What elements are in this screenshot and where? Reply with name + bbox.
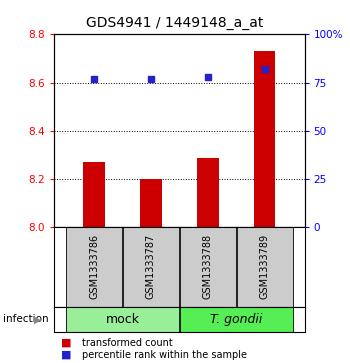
Text: GSM1333789: GSM1333789 (260, 234, 270, 299)
Bar (66, 227, 122, 307)
Text: GDS4941 / 1449148_a_at: GDS4941 / 1449148_a_at (86, 16, 264, 30)
Bar (180, 227, 236, 307)
Text: percentile rank within the sample: percentile rank within the sample (82, 350, 247, 360)
Text: GSM1333788: GSM1333788 (203, 234, 213, 299)
Bar (140, 179, 162, 227)
Text: ▶: ▶ (34, 314, 41, 325)
Text: mock: mock (105, 313, 140, 326)
Bar (237, 227, 293, 307)
Text: infection: infection (4, 314, 49, 325)
Bar (83, 162, 105, 227)
Text: GSM1333787: GSM1333787 (146, 234, 156, 299)
Bar (66, 307, 179, 332)
Bar (123, 227, 179, 307)
Text: transformed count: transformed count (82, 338, 173, 348)
Bar (197, 158, 219, 227)
Bar (180, 307, 293, 332)
Text: T. gondii: T. gondii (210, 313, 262, 326)
Text: GSM1333786: GSM1333786 (89, 234, 99, 299)
Text: ■: ■ (61, 350, 72, 360)
Bar (254, 51, 275, 227)
Text: ■: ■ (61, 338, 72, 348)
